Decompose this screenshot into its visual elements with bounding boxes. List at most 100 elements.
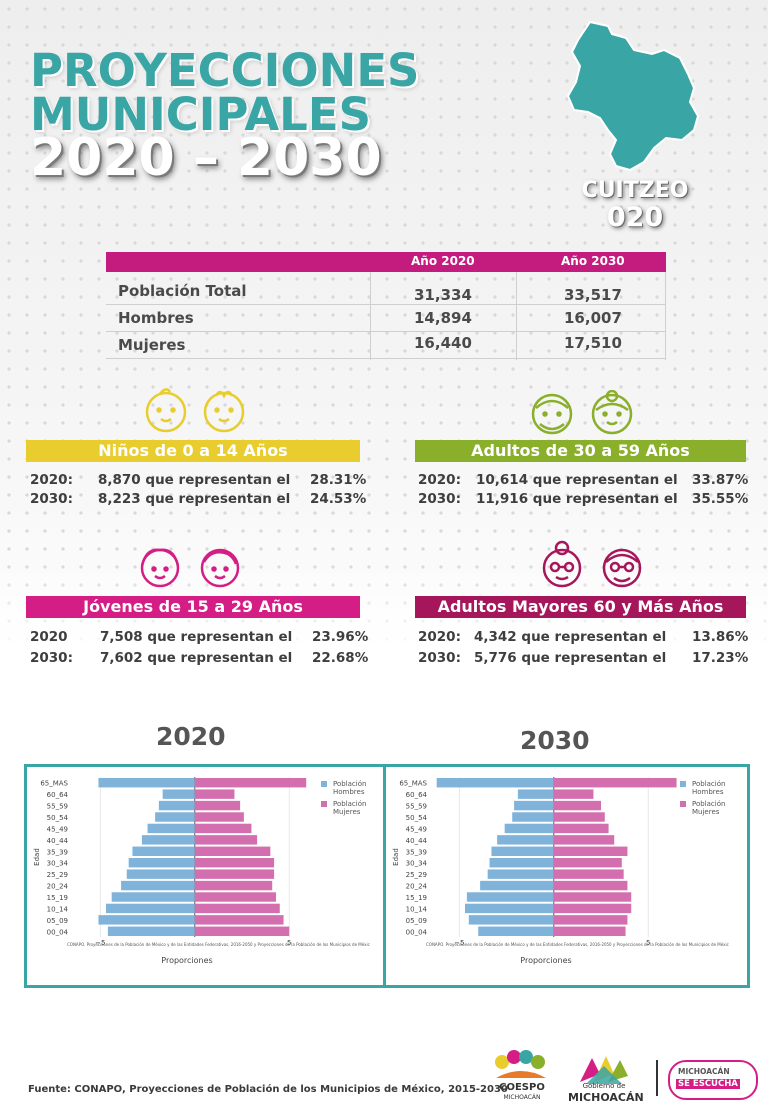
municipio-code: 020	[606, 202, 664, 233]
pyramid-bar	[194, 915, 284, 925]
pyramid-bar	[504, 823, 554, 834]
legend-swatch	[321, 801, 327, 807]
title-line-2: MUNICIPALES	[30, 88, 371, 141]
pyramid-bar	[553, 926, 626, 936]
pyramid-bar	[194, 858, 275, 868]
age-tick-label: 65_MAS	[40, 780, 68, 788]
pyramid-bar	[553, 880, 628, 891]
age-tick-label: 05_09	[47, 917, 68, 925]
age-tick-label: 40_44	[47, 837, 69, 845]
age-tick-label: 55_59	[406, 803, 427, 811]
pyramid-bar	[194, 823, 252, 834]
ninos-text-2020: 8,870 que representan el	[98, 472, 291, 488]
pyramid-bar	[553, 789, 594, 799]
mayores-year-2020: 2020:	[418, 629, 461, 645]
elder-faces-icon	[542, 540, 642, 588]
y-axis-label: Edad	[33, 848, 41, 866]
pyramid-bar	[158, 800, 195, 811]
pyramid-bar	[553, 778, 677, 788]
chart-source-note: CONAPO. Proyecciones de la Población de …	[67, 942, 370, 947]
coespo-logo-subtext: MICHOACÁN	[503, 1094, 541, 1101]
x-tick-label: 5	[646, 939, 650, 947]
age-tick-label: 65_MAS	[399, 780, 427, 788]
chart-title-2020: 2020	[156, 722, 226, 751]
table-row: Mujeres 16,440 17,510	[106, 332, 666, 359]
pyramid-bar	[107, 926, 195, 936]
baby-faces-icon	[145, 388, 245, 433]
pyramid-bar	[194, 812, 244, 822]
pyramid-bar	[553, 903, 632, 914]
pyramid-bar	[194, 880, 273, 891]
legend-swatch	[321, 781, 327, 787]
gobierno-logo-line2: MICHOACÁN	[568, 1091, 644, 1104]
pyramid-bar	[514, 800, 554, 811]
pyramid-bar	[194, 892, 276, 902]
pyramid-bar	[465, 903, 554, 914]
table-header: Año 2020 Año 2030	[106, 252, 666, 272]
mse-logo-line2: SE ESCUCHA	[676, 1079, 740, 1089]
age-tick-label: 30_34	[47, 860, 69, 868]
adultos-year-2030: 2030:	[418, 491, 461, 507]
legend-label: Hombres	[692, 788, 724, 796]
pyramid-bar	[194, 846, 271, 856]
mse-logo-line1: MICHOACÁN	[678, 1067, 730, 1076]
pyramid-bar	[553, 915, 628, 925]
chart-title-2030: 2030	[520, 726, 590, 755]
table-divider	[516, 272, 517, 360]
age-tick-label: 35_39	[406, 848, 427, 856]
jovenes-year-2020: 2020	[30, 629, 68, 645]
ninos-year-2020: 2020:	[30, 472, 73, 488]
pyramid-bar	[111, 892, 195, 902]
jovenes-year-2030: 2030:	[30, 650, 73, 666]
age-tick-label: 50_54	[406, 814, 428, 822]
cell-2030: 33,517	[564, 286, 622, 304]
adultos-pct-2020: 33.87%	[692, 472, 749, 488]
pyramid-bar	[466, 892, 554, 902]
cell-2030: 17,510	[564, 334, 622, 352]
pyramid-bar	[162, 789, 195, 799]
age-tick-label: 20_24	[406, 883, 428, 891]
cell-2020: 14,894	[414, 309, 472, 327]
municipio-map-icon	[566, 20, 700, 172]
pyramid-chart-2020: 00_04 05_09 10_14 15_19 20_24 25_29 30_34 35_39…	[24, 764, 391, 988]
table-divider	[665, 272, 666, 360]
pyramid-bar	[194, 835, 258, 845]
source-footnote: Fuente: CONAPO, Proyecciones de Població…	[28, 1084, 508, 1095]
pyramid-bar	[194, 778, 307, 788]
table-row: Población Total 31,334 33,517	[106, 278, 666, 305]
age-tick-label: 50_54	[47, 814, 69, 822]
pyramid-bar	[132, 846, 195, 856]
age-tick-label: 15_19	[47, 894, 68, 902]
age-tick-label: 45_49	[406, 825, 427, 833]
y-axis-label: Edad	[392, 848, 400, 866]
age-tick-label: 20_24	[47, 883, 69, 891]
pyramid-svg-2030: 00_04 05_09 10_14 15_19 20_24 25_29 30_34 35_39…	[392, 777, 729, 965]
pyramid-bar	[468, 915, 554, 925]
mayores-year-2030: 2030:	[418, 650, 461, 666]
logo-divider	[656, 1060, 658, 1096]
pyramid-bar	[491, 846, 554, 856]
pyramid-bar	[194, 903, 280, 914]
pyramid-bar	[553, 846, 628, 856]
x-tick-label: −5	[95, 939, 105, 947]
pyramid-bar	[553, 869, 624, 879]
coespo-logo-icon	[495, 1050, 546, 1078]
age-tick-label: 55_59	[47, 803, 68, 811]
pyramid-bar	[436, 778, 554, 788]
age-tick-label: 25_29	[406, 871, 427, 879]
title-line-1: PROYECCIONES	[30, 44, 420, 97]
ninos-pct-2020: 28.31%	[310, 472, 367, 488]
cell-2030: 16,007	[564, 309, 622, 327]
population-table: Año 2020 Año 2030 Población Total 31,334…	[106, 252, 666, 360]
pyramid-bar	[512, 812, 554, 822]
x-axis-label: Proporciones	[161, 956, 212, 965]
mayores-title-bar: Adultos Mayores 60 y Más Años	[415, 596, 746, 618]
youth-faces-icon	[140, 548, 240, 588]
age-tick-label: 10_14	[47, 905, 69, 913]
jovenes-title-bar: Jóvenes de 15 a 29 Años	[26, 596, 360, 618]
legend-label: Mujeres	[333, 808, 361, 816]
pyramid-chart-2030: 00_04 05_09 10_14 15_19 20_24 25_29 30_34 35_39…	[383, 764, 750, 988]
title-years: 2020 – 2030	[30, 128, 382, 188]
gobierno-michoacan-logo-icon	[580, 1056, 628, 1084]
legend-label: Población	[692, 800, 725, 808]
